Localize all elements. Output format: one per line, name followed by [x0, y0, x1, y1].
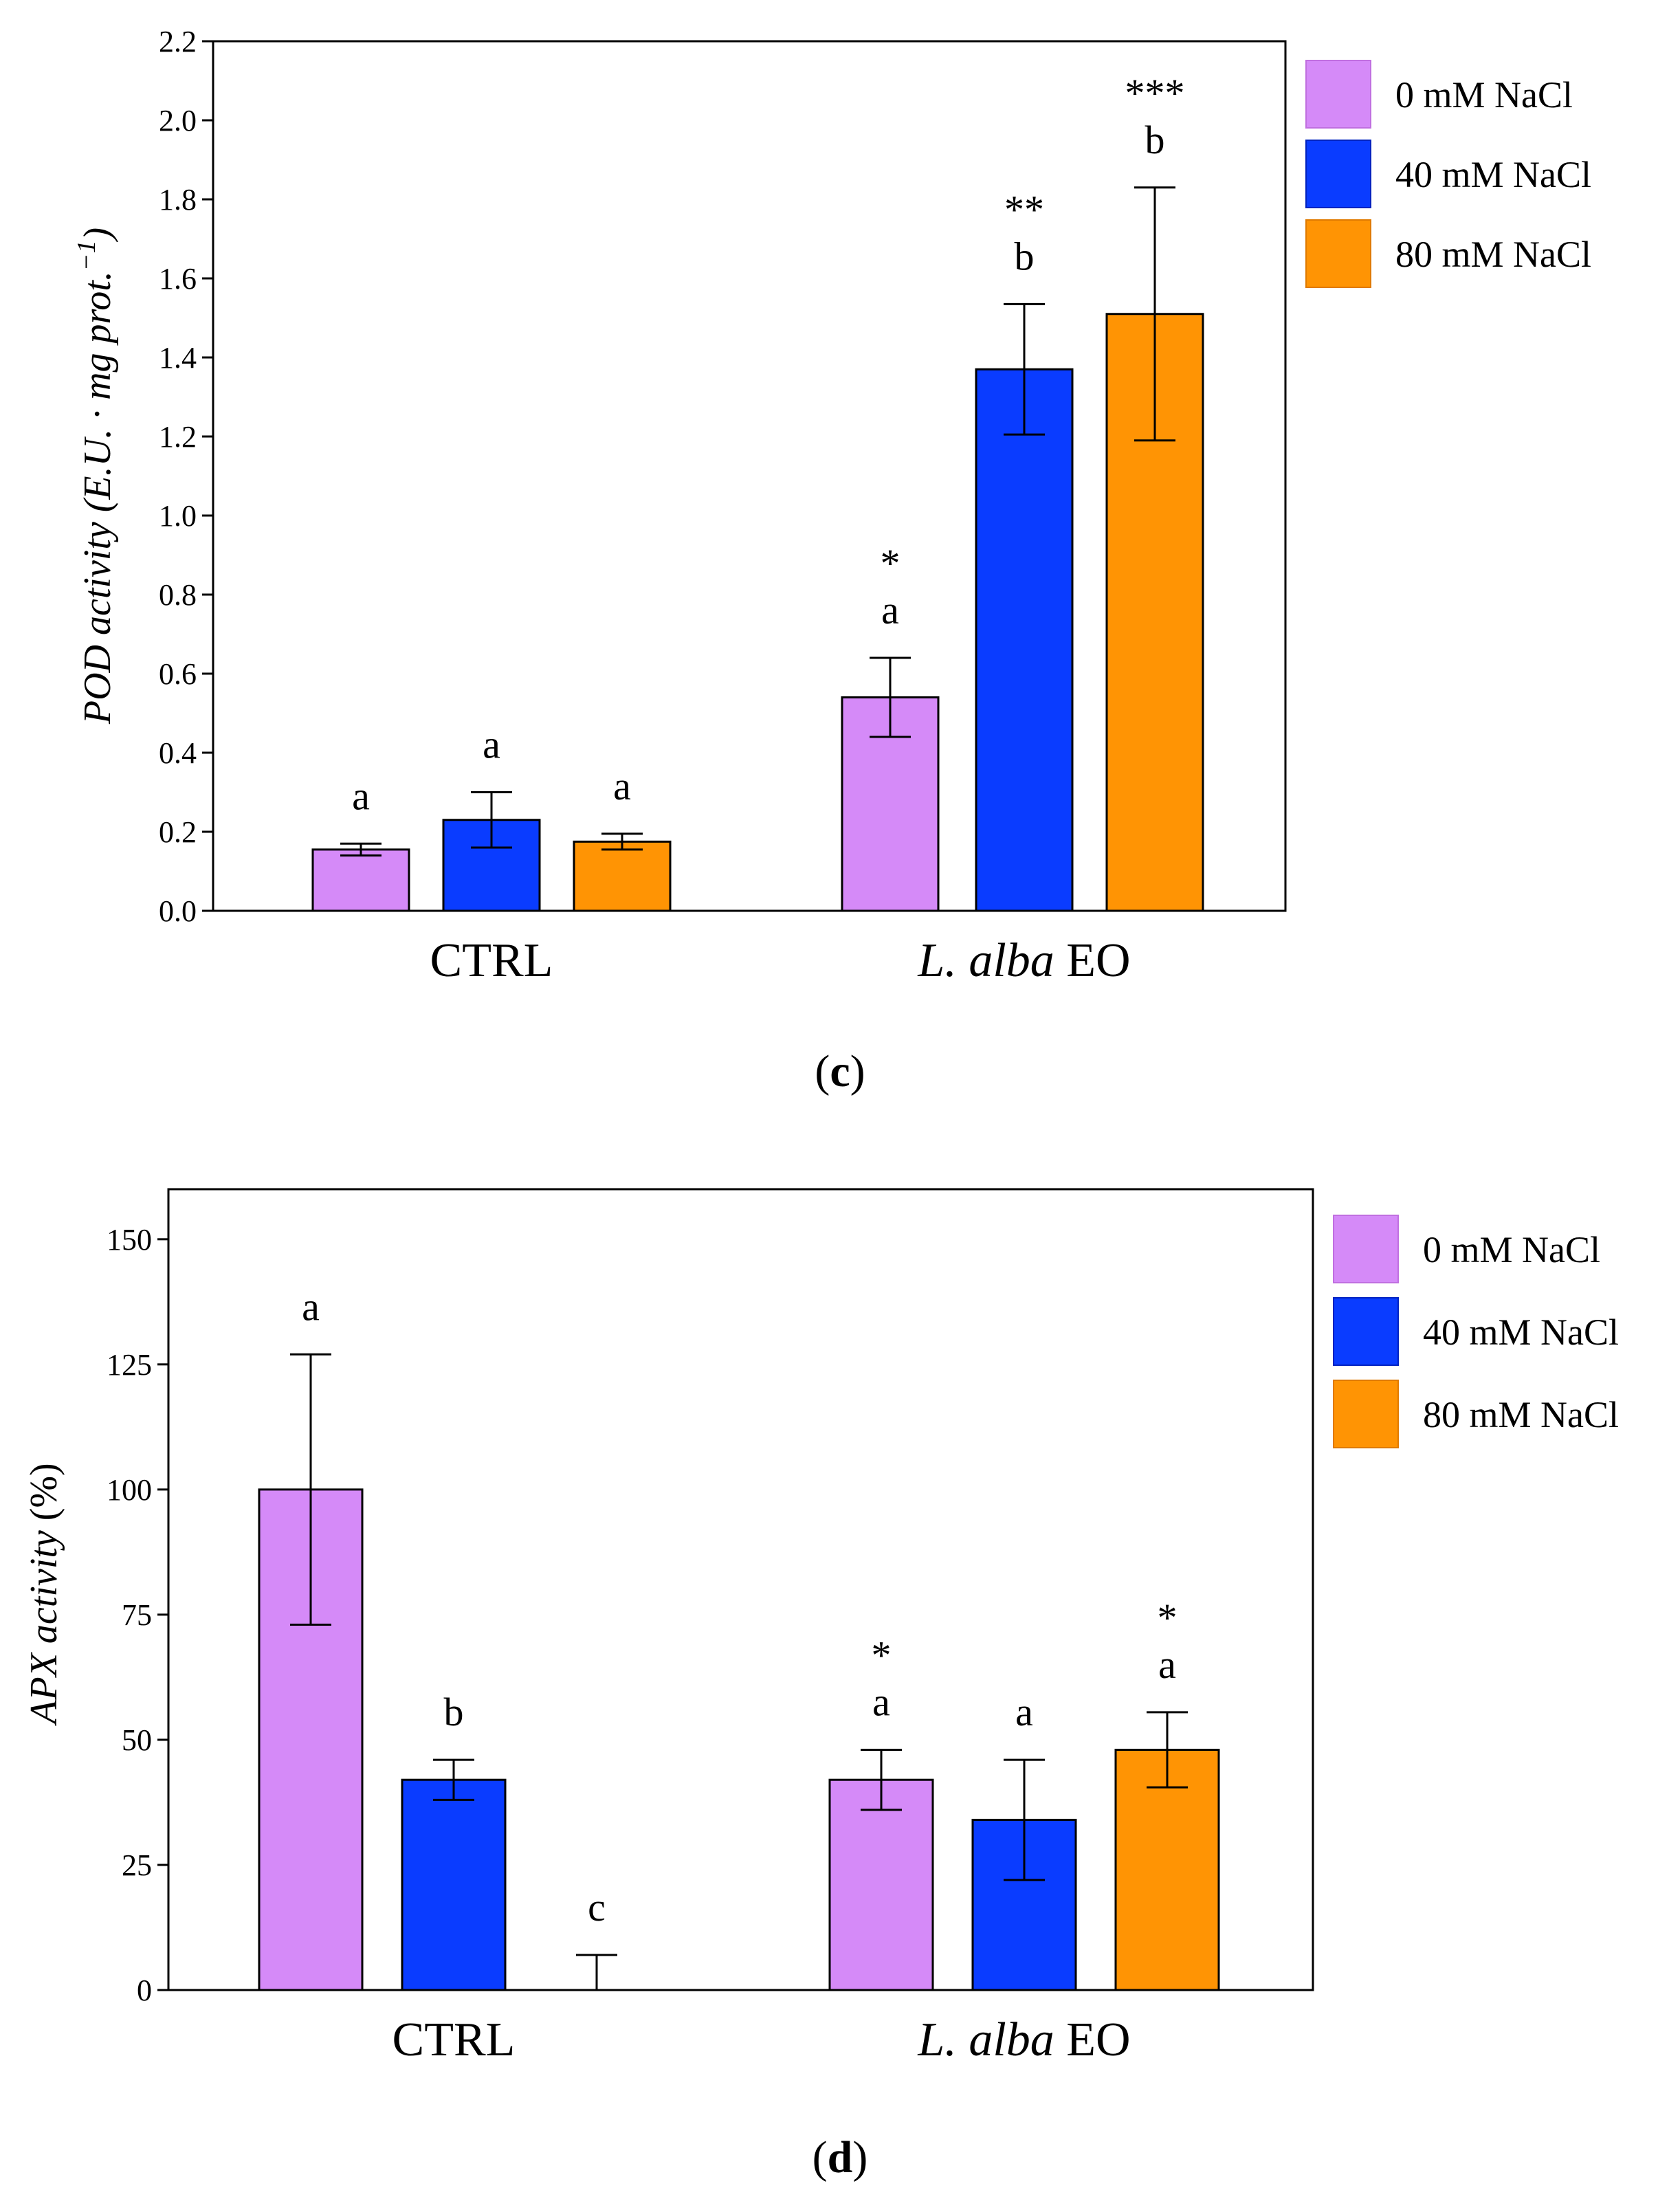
panel-c-y-tick-label: 1.8 [159, 183, 197, 217]
panel-c-y-tick-label: 1.0 [159, 499, 197, 533]
panel-d-significance-letter: a [872, 1680, 890, 1725]
panel-c-x-category-label: CTRL [430, 934, 553, 987]
panel-d-legend-label-40-mm-nacl: 40 mM NaCl [1423, 1312, 1619, 1353]
panel-c-y-axis-label: POD activity (E.U. · mg prot.−1) [72, 228, 119, 725]
panel-d-bar-l-alba-eo-0-mm-nacl [828, 1778, 934, 1991]
panel-d-significance-letter: b [444, 1690, 464, 1734]
panel-c-y-tick-label: 0.2 [159, 815, 197, 849]
panel-d-significance-stars: * [1158, 1595, 1178, 1640]
panel-d-legend-swatch-0-mm-nacl [1333, 1215, 1399, 1283]
panel-c-pod-chart: 0.0 0.2 0.4 0.6 0.8 1.0 1.2 1.4 1.6 1.8 2.0 2.2 POD … [72, 25, 1591, 1096]
panel-d-x-category-label: CTRL [393, 2013, 516, 2066]
panel-d-y-tick-label: 100 [107, 1473, 152, 1507]
panel-c-x-category-label: L. alba EO [917, 934, 1130, 987]
panel-c-y-tick-label: 2.0 [159, 104, 197, 137]
panel-c-legend-swatch-80-mm-nacl [1305, 219, 1371, 288]
panel-d-y-tick-label: 25 [122, 1848, 152, 1882]
panel-d-bar-l-alba-eo-80-mm-nacl [1114, 1749, 1220, 1991]
panel-d-y-tick-label: 150 [107, 1223, 152, 1257]
panel-d-legend-label-80-mm-nacl: 80 mM NaCl [1423, 1394, 1619, 1435]
panel-d-significance-stars: * [872, 1633, 892, 1678]
panel-d-y-tick-label: 75 [122, 1598, 152, 1632]
panel-d-significance-letter: a [302, 1284, 320, 1329]
panel-c-significance-letter: b [1015, 234, 1035, 278]
panel-c-legend-swatch-0-mm-nacl [1305, 60, 1371, 129]
panel-c-legend-label-80-mm-nacl: 80 mM NaCl [1395, 234, 1591, 275]
panel-c-y-tick-label: 0.0 [159, 894, 197, 928]
panel-c-y-tick-label: 1.2 [159, 420, 197, 454]
panel-c-significance-letter: b [1145, 118, 1165, 162]
panel-d-x-category-label: L. alba EO [917, 2013, 1130, 2066]
panel-d-legend-swatch-80-mm-nacl [1333, 1380, 1399, 1448]
panel-c-legend-swatch-40-mm-nacl [1305, 140, 1371, 208]
panel-d-y-axis-label: APX activity (%) [23, 1463, 65, 1726]
panel-d-y-tick-label: 50 [122, 1723, 152, 1757]
panel-c-y-tick-label: 1.6 [159, 262, 197, 296]
panel-c-legend-label-0-mm-nacl: 0 mM NaCl [1395, 74, 1573, 115]
panel-c-y-tick-label: 0.4 [159, 736, 197, 770]
panel-d-panel-label: (d) [813, 2132, 868, 2183]
panel-c-y-tick-label: 0.8 [159, 578, 197, 612]
panel-c-y-tick-label: 0.6 [159, 657, 197, 691]
panel-d-significance-letter: a [1015, 1690, 1033, 1734]
panel-c-significance-letter: a [881, 588, 899, 632]
panel-c-significance-letter: a [613, 764, 631, 808]
panel-c-y-tick-label: 1.4 [159, 341, 197, 375]
panel-c-bar-l-alba-eo-40-mm-nacl [975, 368, 1074, 912]
panel-d-y-tick-label: 125 [107, 1348, 152, 1382]
panel-c-legend-label-40-mm-nacl: 40 mM NaCl [1395, 154, 1591, 195]
panel-c-significance-stars: * [881, 541, 900, 586]
panel-d-significance-letter: c [588, 1885, 606, 1930]
panel-c-bar-ctrl-0-mm-nacl [311, 848, 410, 912]
panel-c-bar-ctrl-80-mm-nacl [573, 840, 672, 912]
panel-d-plot-frame [167, 1188, 1314, 1991]
panel-d-significance-letter: a [1158, 1642, 1176, 1687]
panel-c-y-tick-label: 2.2 [159, 25, 197, 58]
panel-d-bar-ctrl-40-mm-nacl [401, 1778, 507, 1991]
panel-d-legend-swatch-40-mm-nacl [1333, 1297, 1399, 1366]
panel-d-y-tick-label: 0 [137, 1974, 152, 2007]
panel-c-significance-stars: ** [1004, 187, 1044, 232]
panel-d-legend-label-0-mm-nacl: 0 mM NaCl [1423, 1229, 1600, 1270]
panel-c-panel-label: (c) [815, 1046, 865, 1096]
panel-c-significance-letter: a [483, 722, 500, 767]
panel-c-significance-letter: a [352, 773, 370, 818]
panel-c-plot-frame [212, 40, 1287, 912]
panel-c-significance-stars: *** [1125, 71, 1185, 115]
